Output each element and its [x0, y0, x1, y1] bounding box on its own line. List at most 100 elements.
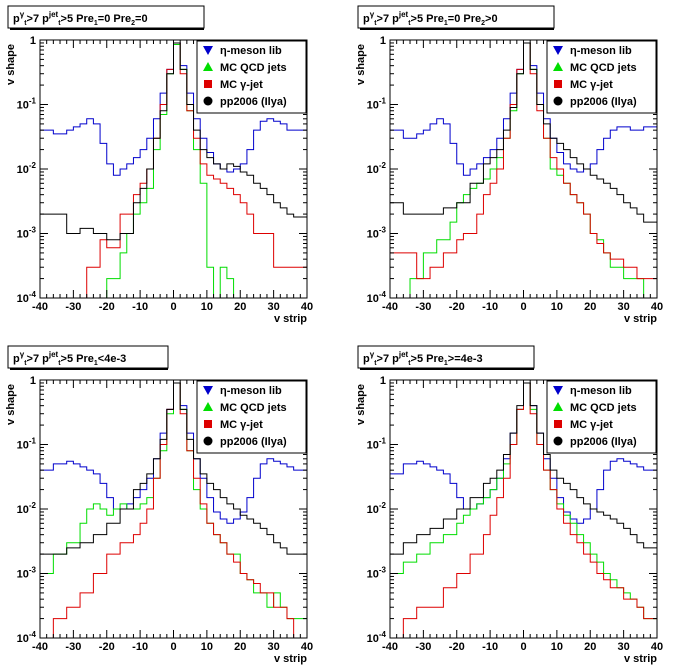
legend-label: MC QCD jets	[570, 62, 637, 74]
legend-label: pp2006 (Ilya)	[220, 436, 287, 448]
x-tick-label: 20	[584, 301, 596, 313]
x-tick-label: -20	[449, 301, 465, 313]
x-tick-label: 20	[584, 641, 596, 653]
legend: η-meson lib MC QCD jets MC γ-jet pp2006 (Il…	[196, 40, 307, 114]
y-axis-label: v shape	[5, 384, 17, 425]
legend-marker-square-icon	[204, 80, 212, 88]
panel-title-shadow	[360, 28, 554, 30]
legend-marker-square-icon	[554, 80, 562, 88]
legend-marker-triangle-down-icon	[553, 386, 563, 395]
legend-label: MC γ-jet	[570, 79, 613, 91]
x-tick-label: -10	[482, 301, 498, 313]
y-tick-label: 10-1	[367, 437, 387, 452]
x-tick-label: -10	[482, 641, 498, 653]
x-tick-label: 20	[234, 641, 246, 653]
x-tick-label: 0	[170, 641, 176, 653]
chart-panel-3: -40 -30 -20 -10 0 10 20 30 40 10-4 10-3 10-2 10-1 1 v …	[5, 345, 313, 665]
y-tick-label: 10-4	[17, 630, 37, 645]
series-line-pp	[40, 382, 308, 563]
series-line-gamma	[390, 382, 658, 639]
legend-marker-circle-icon	[203, 96, 213, 106]
panel-title: pγt>7 pjett>5 Pre1=0 Pre2>0	[357, 5, 555, 30]
panel-title-text: pγt>7 pjett>5 Pre1>=4e-3	[363, 350, 483, 367]
x-tick-label: 20	[234, 301, 246, 313]
y-tick-label: 10-1	[367, 97, 387, 112]
x-tick-label: 0	[520, 301, 526, 313]
panel-title-text: pγt>7 pjett>5 Pre1<4e-3	[13, 350, 126, 367]
legend-marker-circle-icon	[203, 436, 213, 446]
x-tick-label: 30	[268, 301, 280, 313]
panel-title: pγt>7 pjett>5 Pre1=0 Pre2=0	[7, 5, 205, 30]
legend-label: η-meson lib	[570, 45, 632, 57]
x-tick-label: -10	[132, 301, 148, 313]
y-tick-label: 10-4	[367, 630, 387, 645]
x-tick-label: 0	[170, 301, 176, 313]
legend-box	[546, 380, 657, 454]
x-tick-label: -30	[415, 301, 431, 313]
y-tick-label: 10-2	[367, 501, 387, 516]
x-tick-label: -20	[449, 641, 465, 653]
y-tick-label: 1	[30, 35, 36, 47]
x-tick-label: -40	[32, 301, 48, 313]
legend-label: MC γ-jet	[220, 419, 263, 431]
panel-title: pγt>7 pjett>5 Pre1<4e-3	[7, 345, 169, 370]
panel-title-shadow	[10, 28, 204, 30]
y-tick-label: 1	[380, 35, 386, 47]
series-line-gamma	[40, 42, 308, 299]
x-tick-label: 40	[301, 641, 313, 653]
legend-marker-triangle-down-icon	[553, 46, 563, 55]
x-tick-label: 30	[268, 641, 280, 653]
legend: η-meson lib MC QCD jets MC γ-jet pp2006 (Il…	[546, 380, 657, 454]
legend-marker-square-icon	[554, 420, 562, 428]
x-tick-label: -40	[382, 301, 398, 313]
x-tick-label: 10	[551, 301, 563, 313]
x-tick-label: 30	[618, 301, 630, 313]
series-line-pp	[390, 42, 658, 229]
legend-box	[546, 40, 657, 114]
y-tick-label: 10-1	[17, 97, 37, 112]
legend-marker-triangle-down-icon	[203, 386, 213, 395]
x-tick-label: -20	[99, 301, 115, 313]
legend-label: MC QCD jets	[570, 402, 637, 414]
chart-panel-2: -40 -30 -20 -10 0 10 20 30 40 10-4 10-3 10-2 10-1 1 v …	[355, 5, 663, 325]
x-tick-label: -30	[65, 301, 81, 313]
legend-marker-triangle-up-icon	[203, 62, 213, 71]
x-axis-label: v strip	[624, 313, 657, 325]
y-axis-label: v shape	[355, 384, 367, 425]
series-line-pp	[40, 42, 308, 241]
series-line-gamma	[390, 42, 657, 280]
legend-label: MC QCD jets	[220, 62, 287, 74]
x-tick-label: -40	[382, 641, 398, 653]
legend-label: pp2006 (Ilya)	[570, 436, 637, 448]
x-tick-label: -30	[65, 641, 81, 653]
legend-marker-triangle-up-icon	[203, 402, 213, 411]
x-axis-label: v strip	[274, 313, 307, 325]
x-tick-label: 10	[201, 301, 213, 313]
y-axis-label: v shape	[355, 44, 367, 85]
legend-label: pp2006 (Ilya)	[220, 96, 287, 108]
legend-marker-triangle-up-icon	[553, 62, 563, 71]
legend-marker-triangle-up-icon	[553, 402, 563, 411]
x-tick-label: 0	[520, 641, 526, 653]
legend-label: MC γ-jet	[570, 419, 613, 431]
y-tick-label: 10-3	[17, 226, 37, 241]
series-line-pp	[390, 382, 658, 555]
legend-label: MC γ-jet	[220, 79, 263, 91]
x-tick-label: 40	[301, 301, 313, 313]
y-tick-label: 1	[30, 375, 36, 387]
y-tick-label: 10-2	[367, 161, 387, 176]
x-tick-label: -40	[32, 641, 48, 653]
chart-panel-4: -40 -30 -20 -10 0 10 20 30 40 10-4 10-3 10-2 10-1 1 v …	[355, 345, 663, 665]
x-tick-label: 40	[651, 641, 663, 653]
x-tick-label: -10	[132, 641, 148, 653]
panel-title-text: pγt>7 pjett>5 Pre1=0 Pre2>0	[363, 10, 498, 27]
x-axis-label: v strip	[624, 653, 657, 665]
y-tick-label: 10-3	[367, 226, 387, 241]
chart-panel-1: -40 -30 -20 -10 0 10 20 30 40 10-4 10-3 10-2 10-1 1 v …	[5, 5, 313, 325]
y-tick-label: 10-2	[17, 161, 37, 176]
legend-label: η-meson lib	[220, 385, 282, 397]
y-tick-label: 10-4	[17, 290, 37, 305]
x-tick-label: 10	[551, 641, 563, 653]
x-tick-label: -30	[415, 641, 431, 653]
panel-title-shadow	[10, 368, 168, 370]
